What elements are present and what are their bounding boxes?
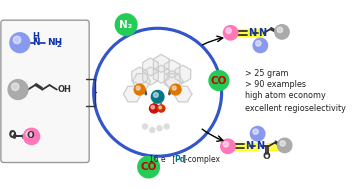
- Text: Pd: Pd: [174, 155, 185, 164]
- Circle shape: [151, 91, 164, 103]
- Text: excellent regioselectivity: excellent regioselectivity: [245, 104, 346, 113]
- Circle shape: [223, 142, 229, 147]
- Text: N: N: [32, 38, 40, 47]
- Circle shape: [159, 106, 162, 109]
- Bar: [267, 143, 287, 150]
- Polygon shape: [165, 74, 183, 89]
- Circle shape: [277, 27, 283, 33]
- Circle shape: [23, 128, 40, 145]
- Text: OH: OH: [58, 85, 72, 94]
- Circle shape: [138, 156, 159, 178]
- Circle shape: [172, 86, 176, 90]
- Polygon shape: [132, 67, 147, 85]
- Circle shape: [164, 124, 169, 129]
- Circle shape: [158, 105, 165, 112]
- Circle shape: [13, 36, 21, 44]
- Polygon shape: [153, 54, 169, 72]
- Bar: [233, 143, 258, 150]
- Circle shape: [170, 84, 181, 95]
- Circle shape: [115, 14, 137, 36]
- Circle shape: [26, 131, 32, 137]
- Text: > 25 gram: > 25 gram: [245, 69, 288, 78]
- Polygon shape: [124, 86, 141, 102]
- Text: N: N: [256, 141, 264, 151]
- Text: N: N: [245, 141, 253, 151]
- Polygon shape: [132, 74, 151, 89]
- Bar: [236, 29, 263, 36]
- Text: > 90 examples: > 90 examples: [245, 80, 306, 89]
- Text: CO: CO: [141, 162, 157, 172]
- Text: O: O: [9, 131, 16, 140]
- Text: NH: NH: [47, 38, 62, 47]
- Text: O: O: [9, 130, 16, 139]
- Circle shape: [151, 105, 155, 109]
- Text: 16 e: 16 e: [149, 155, 166, 164]
- Text: N₂: N₂: [120, 20, 133, 30]
- Circle shape: [96, 31, 219, 154]
- Text: N: N: [248, 28, 256, 38]
- Circle shape: [134, 84, 145, 95]
- Circle shape: [136, 86, 140, 90]
- Text: ⁻: ⁻: [167, 156, 171, 161]
- Circle shape: [250, 126, 265, 141]
- Circle shape: [157, 126, 162, 131]
- Text: 2: 2: [57, 42, 62, 47]
- Polygon shape: [143, 67, 158, 85]
- Text: CO: CO: [211, 76, 227, 86]
- Circle shape: [253, 129, 258, 134]
- Circle shape: [256, 41, 261, 46]
- Circle shape: [224, 26, 238, 40]
- Circle shape: [153, 93, 158, 97]
- Text: H: H: [33, 32, 40, 41]
- Circle shape: [253, 38, 268, 53]
- Polygon shape: [175, 65, 191, 83]
- Circle shape: [93, 27, 222, 157]
- Polygon shape: [143, 58, 158, 76]
- Text: N: N: [258, 28, 267, 38]
- Text: [: [: [170, 155, 176, 164]
- Circle shape: [11, 83, 19, 91]
- Circle shape: [142, 124, 147, 129]
- Circle shape: [10, 33, 30, 53]
- Polygon shape: [153, 65, 169, 83]
- Polygon shape: [164, 71, 180, 89]
- Circle shape: [221, 139, 235, 153]
- Circle shape: [280, 141, 286, 146]
- FancyBboxPatch shape: [1, 20, 89, 163]
- Polygon shape: [164, 60, 180, 78]
- Text: O: O: [26, 131, 34, 140]
- Circle shape: [275, 25, 289, 39]
- Circle shape: [277, 138, 292, 153]
- Circle shape: [226, 28, 231, 33]
- Text: O: O: [263, 152, 271, 161]
- Text: high atom economy: high atom economy: [245, 91, 326, 100]
- Circle shape: [209, 71, 229, 91]
- Circle shape: [150, 104, 158, 113]
- Text: ]-complex: ]-complex: [182, 155, 220, 164]
- Circle shape: [8, 80, 28, 99]
- Polygon shape: [174, 86, 192, 102]
- Circle shape: [150, 128, 155, 133]
